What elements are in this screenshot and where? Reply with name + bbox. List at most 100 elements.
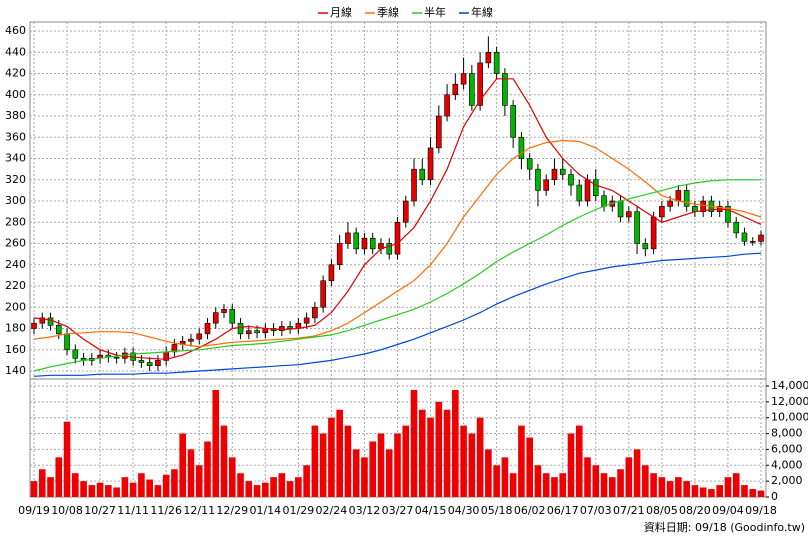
volume-bar bbox=[377, 433, 385, 497]
volume-bar bbox=[592, 465, 600, 497]
candle-body bbox=[576, 184, 583, 202]
volume-bar bbox=[237, 473, 244, 497]
volume-bar bbox=[749, 489, 757, 497]
ma-line bbox=[33, 139, 762, 348]
volume-bar bbox=[270, 477, 277, 497]
candle-body bbox=[328, 264, 335, 282]
candle-body bbox=[212, 312, 219, 324]
candle-body bbox=[526, 158, 533, 170]
y2-tick-label: 10,000 bbox=[771, 411, 808, 424]
candle-body bbox=[188, 338, 194, 342]
volume-bar bbox=[245, 481, 253, 497]
x-tick-label: 03/27 bbox=[382, 504, 414, 517]
candle-body bbox=[518, 136, 525, 159]
volume-bar bbox=[650, 473, 657, 497]
volume-bar bbox=[344, 425, 352, 497]
candle-body bbox=[287, 326, 293, 329]
candle-body bbox=[617, 200, 624, 218]
candle-body bbox=[758, 234, 764, 242]
volume-bar bbox=[394, 433, 401, 497]
volume-bar bbox=[666, 481, 674, 497]
volume-bar bbox=[171, 469, 178, 497]
volume-bar bbox=[361, 457, 368, 497]
candle-body bbox=[485, 51, 492, 64]
volume-bar bbox=[47, 477, 54, 497]
x-tick-label: 09/18 bbox=[745, 504, 777, 517]
candle-body bbox=[452, 83, 459, 96]
candle-body bbox=[303, 317, 310, 324]
candle-body bbox=[725, 206, 731, 223]
candle-body bbox=[39, 317, 46, 324]
volume-bar bbox=[311, 425, 319, 497]
x-tick-label: 04/30 bbox=[448, 504, 480, 517]
ma-line bbox=[33, 179, 761, 372]
x-tick-label: 07/03 bbox=[580, 504, 612, 517]
volume-bar bbox=[212, 389, 220, 497]
y-tick-label: 140 bbox=[5, 364, 26, 377]
volume-bar bbox=[154, 485, 162, 497]
candle-body bbox=[659, 206, 665, 218]
volume-bar bbox=[485, 449, 492, 497]
candle-body bbox=[535, 168, 541, 191]
volume-bar bbox=[708, 489, 715, 497]
candle-body bbox=[683, 190, 690, 207]
volume-bar bbox=[303, 465, 310, 497]
footer: 資料日期: 09/18 (Goodinfo.tw) bbox=[644, 520, 805, 534]
candle-body bbox=[320, 280, 326, 308]
candle-body bbox=[642, 243, 649, 250]
volume-bar bbox=[617, 469, 624, 497]
y-tick-label: 460 bbox=[5, 24, 26, 37]
x-tick-label: 02/24 bbox=[316, 504, 348, 517]
candle-body bbox=[146, 362, 153, 367]
y2-tick-label: 4,000 bbox=[771, 458, 803, 471]
volume-bar bbox=[410, 389, 418, 497]
y2-tick-label: 0 bbox=[771, 490, 778, 503]
y2-tick-label: 14,000 bbox=[771, 379, 808, 392]
candle-body bbox=[345, 232, 351, 244]
volume-bar bbox=[96, 482, 104, 497]
x-tick-label: 09/04 bbox=[712, 504, 744, 517]
ma-line bbox=[33, 252, 762, 377]
volume-bar bbox=[30, 481, 38, 497]
candle-body bbox=[667, 200, 673, 207]
volume-bar bbox=[336, 409, 343, 497]
y-tick-label: 160 bbox=[5, 343, 26, 356]
candle-body bbox=[411, 168, 417, 202]
candle-body bbox=[64, 333, 70, 351]
volume-bar bbox=[328, 417, 335, 497]
candle-body bbox=[543, 179, 550, 191]
y-tick-label: 280 bbox=[5, 215, 26, 228]
candle-body bbox=[634, 211, 640, 244]
y-tick-label: 200 bbox=[5, 300, 26, 313]
volume-bar bbox=[675, 477, 682, 497]
candle-body bbox=[369, 237, 376, 250]
volume-bar bbox=[575, 425, 583, 497]
candle-body bbox=[72, 349, 79, 359]
y2-tick-label: 12,000 bbox=[771, 395, 808, 408]
volume-bar bbox=[600, 473, 608, 497]
legend-label: 季線 bbox=[377, 5, 399, 19]
volume-bar bbox=[63, 421, 71, 497]
volume-bar bbox=[435, 401, 443, 497]
candle-body bbox=[245, 330, 252, 335]
candle-body bbox=[336, 243, 343, 266]
candle-body bbox=[312, 306, 318, 319]
legend-label: 年線 bbox=[471, 5, 493, 19]
volume-bar bbox=[443, 409, 451, 497]
volume-bar bbox=[121, 477, 129, 497]
y-tick-label: 300 bbox=[5, 194, 26, 207]
volume-bar bbox=[129, 482, 137, 497]
volume-bar bbox=[741, 485, 748, 497]
candle-body bbox=[460, 73, 467, 85]
volume-bar bbox=[452, 389, 459, 497]
y-tick-label: 340 bbox=[5, 152, 26, 165]
y-tick-label: 440 bbox=[5, 45, 26, 58]
volume-bar bbox=[716, 485, 723, 497]
candle-body bbox=[47, 317, 54, 326]
candle-body bbox=[361, 237, 368, 250]
x-tick-label: 05/18 bbox=[481, 504, 513, 517]
candle-body bbox=[502, 73, 508, 106]
candle-body bbox=[55, 325, 62, 335]
candle-body bbox=[419, 168, 426, 181]
volume-bar bbox=[55, 457, 63, 497]
